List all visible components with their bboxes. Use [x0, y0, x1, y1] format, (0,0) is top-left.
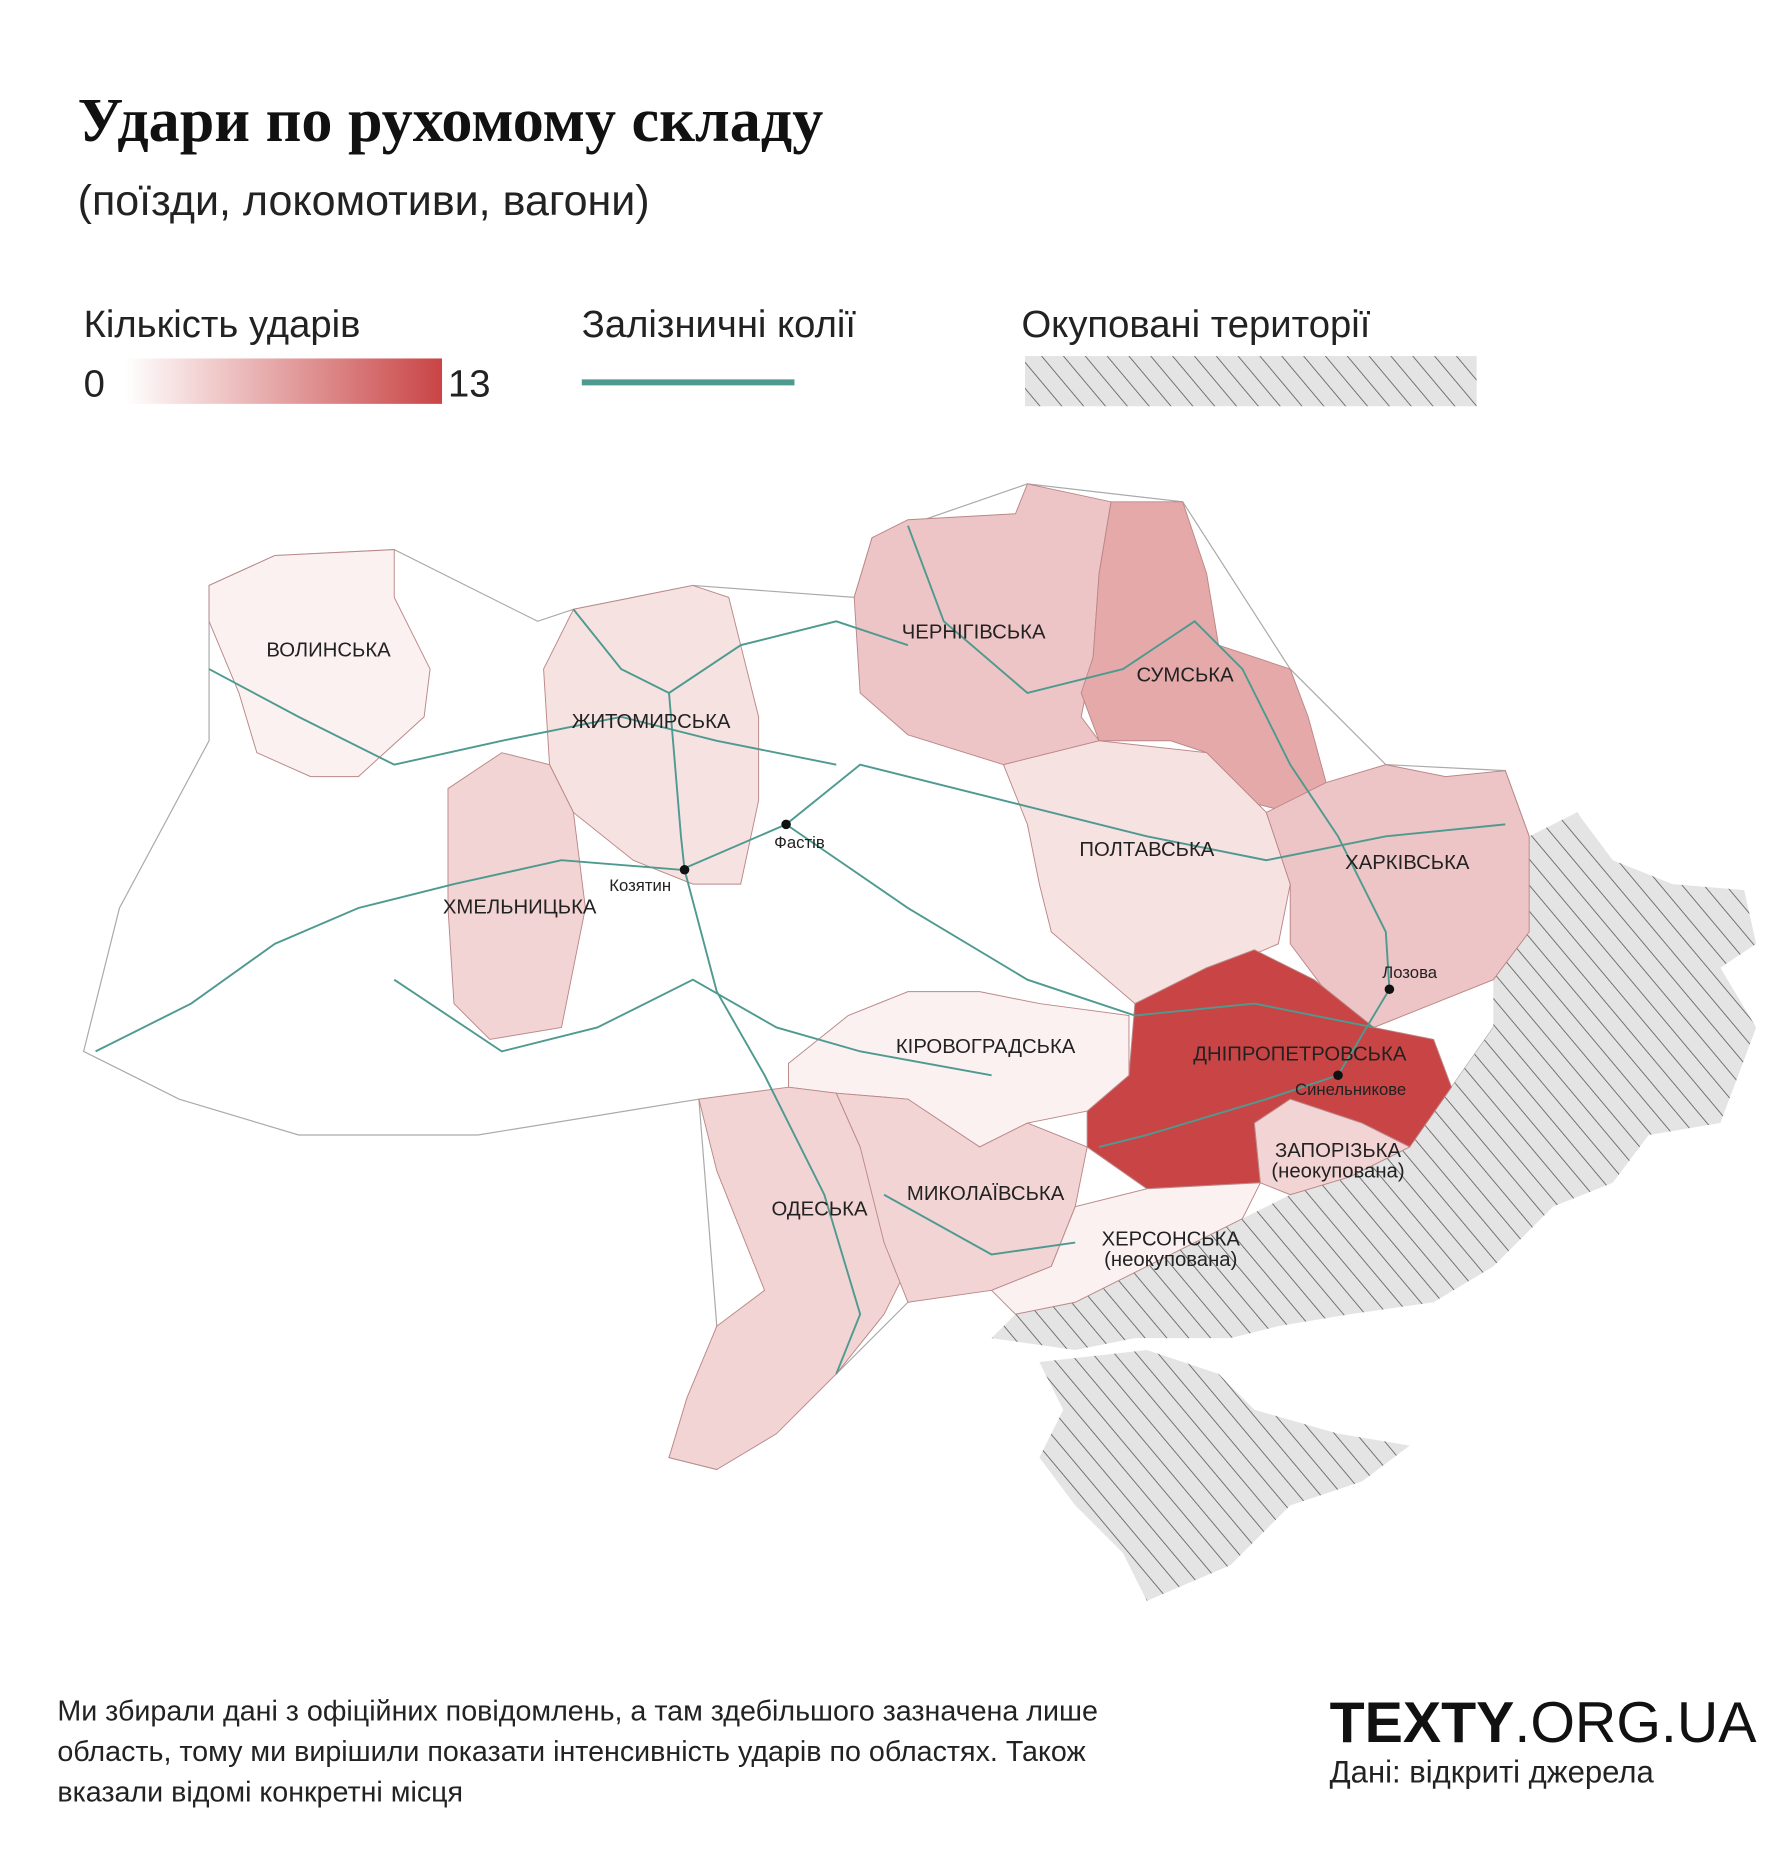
- railway: [668, 692, 862, 1375]
- region: [1253, 1098, 1411, 1196]
- title: Удари по рухомому складу: [78, 87, 824, 155]
- legend-occupied-title: Окуповані території: [1021, 303, 1370, 346]
- city-dot: [1384, 984, 1395, 995]
- city-label: Фастів: [774, 833, 825, 852]
- region-label: ПОЛТАВСЬКА: [1079, 839, 1214, 861]
- occupied-crimea: [1039, 1350, 1410, 1601]
- city-label: Синельникове: [1295, 1080, 1406, 1099]
- region-label: КІРОВОГРАДСЬКА: [896, 1036, 1076, 1058]
- footer-note: вказали відомі конкретні місця: [57, 1777, 463, 1809]
- legend-gradient: [125, 358, 443, 404]
- footer-note: область, тому ми вирішили показати інтен…: [57, 1736, 1086, 1768]
- city-dot: [679, 865, 690, 875]
- brand-logo: TEXTY.ORG.UA: [1330, 1691, 1758, 1755]
- region-label: ЗАПОРІЗЬКА: [1275, 1140, 1402, 1162]
- region-label: ХМЕЛЬНИЦЬКА: [443, 896, 597, 918]
- legend-max: 13: [448, 363, 491, 406]
- railway: [883, 1193, 1076, 1256]
- region: [208, 549, 431, 778]
- railway: [208, 668, 837, 766]
- region-label: ЖИТОМИРСЬКА: [572, 711, 731, 733]
- subtitle: (поїзди, локомотиви, вагони): [78, 177, 650, 225]
- map: ВОЛИНСЬКА ЖИТОМИРСЬКА ХМЕЛЬНИЦЬКА ЧЕРНІГІВС…: [82, 483, 1757, 1601]
- region-label: СУМСЬКА: [1137, 665, 1235, 687]
- brand-domain: .ORG.UA: [1514, 1691, 1757, 1755]
- legend-min: 0: [84, 363, 105, 406]
- city-label: Лозова: [1382, 963, 1438, 982]
- region: [1080, 501, 1327, 813]
- legend-scale-title: Кількість ударів: [84, 303, 361, 346]
- footer-note: Ми збирали дані з офіційних повідомлень,…: [57, 1695, 1098, 1727]
- region: [1265, 764, 1530, 1029]
- region-label: ХЕРСОНСЬКА: [1102, 1228, 1241, 1250]
- city-label: Козятин: [609, 876, 671, 895]
- legend-rail-title: Залізничні колії: [582, 303, 857, 346]
- city-dot: [781, 819, 791, 830]
- region-label: ОДЕСЬКА: [772, 1199, 868, 1221]
- railway: [907, 525, 1391, 1148]
- legend-occupied-swatch: [1025, 356, 1477, 407]
- region-note: (неокупована): [1271, 1160, 1404, 1182]
- region-label: ДНІПРОПЕТРОВСЬКА: [1193, 1043, 1407, 1065]
- region-label: ЧЕРНІГІВСЬКА: [902, 622, 1046, 644]
- source: Дані: відкриті джерела: [1330, 1755, 1655, 1790]
- region: [447, 752, 586, 1040]
- city-dot: [1333, 1070, 1343, 1081]
- region-label: ХАРКІВСЬКА: [1345, 852, 1470, 874]
- railway: [572, 608, 909, 695]
- occupied-east: [991, 812, 1757, 1351]
- region: [990, 1182, 1262, 1315]
- railway: [785, 823, 1375, 1029]
- region-note: (неокупована): [1104, 1249, 1237, 1271]
- railway: [393, 978, 992, 1077]
- region-label: ВОЛИНСЬКА: [266, 640, 391, 662]
- brand: TEXTY: [1330, 1691, 1515, 1755]
- region-label: МИКОЛАЇВСЬКА: [907, 1183, 1065, 1205]
